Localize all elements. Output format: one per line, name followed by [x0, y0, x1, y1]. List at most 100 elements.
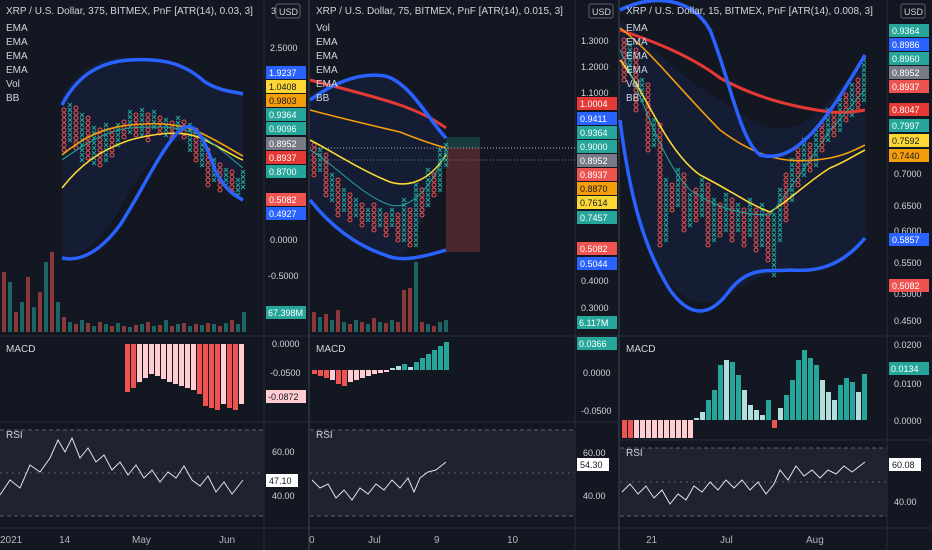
long-position-stop-zone[interactable]: [446, 148, 480, 252]
rsi-label[interactable]: RSI: [316, 430, 333, 441]
macd-bar: [197, 344, 202, 394]
pnf-x-mark: [79, 152, 85, 158]
pnf-x-mark: [813, 142, 819, 148]
pnf-x-mark: [377, 222, 383, 228]
chart-panel-3[interactable]: XRP / U.S. Dollar, 15, BITMEX, PnF [ATR(…: [618, 0, 932, 550]
legend-item-ema[interactable]: EMA: [6, 51, 28, 62]
pnf-x-mark: [341, 187, 347, 193]
macd-label[interactable]: MACD: [316, 344, 345, 355]
currency-button[interactable]: [588, 3, 614, 19]
macd-tag: [889, 362, 929, 375]
pnf-x-mark: [663, 192, 669, 198]
pnf-o-mark: [61, 132, 67, 138]
macd-bar: [372, 370, 377, 374]
pnf-o-mark: [359, 217, 365, 223]
pnf-x-mark: [627, 42, 633, 48]
pnf-o-mark: [729, 217, 735, 223]
macd-tag: [266, 390, 306, 403]
volume-bar: [348, 324, 352, 332]
legend-item-bb[interactable]: BB: [316, 93, 330, 104]
long-position-profit-zone[interactable]: [446, 137, 480, 148]
pnf-o-mark: [783, 182, 789, 188]
pnf-o-mark: [717, 222, 723, 228]
pnf-x-mark: [789, 167, 795, 173]
bollinger-lower-line: [308, 198, 447, 261]
volume-bar: [390, 320, 394, 332]
pnf-o-mark: [395, 212, 401, 218]
chart-panel-1[interactable]: XRP / U.S. Dollar, 375, BITMEX, PnF [ATR…: [0, 0, 309, 550]
pnf-x-mark: [79, 117, 85, 123]
pnf-x-mark: [103, 157, 109, 163]
pnf-x-mark: [443, 162, 449, 168]
price-tag: [889, 66, 929, 79]
legend-item-ema[interactable]: EMA: [626, 37, 648, 48]
volume-bar: [354, 320, 358, 332]
currency-button[interactable]: [275, 3, 301, 19]
pnf-x-mark: [813, 137, 819, 143]
price-tag-text: 0.8700: [269, 167, 297, 177]
pnf-x-mark: [825, 132, 831, 138]
volume-bar: [146, 322, 150, 332]
legend-item-ema[interactable]: EMA: [316, 37, 338, 48]
legend-item-bb[interactable]: BB: [626, 93, 640, 104]
legend-item-ema[interactable]: EMA: [6, 23, 28, 34]
pnf-x-mark: [801, 167, 807, 173]
pnf-x-mark: [67, 137, 73, 143]
legend-item-ema[interactable]: EMA: [626, 23, 648, 34]
pnf-o-mark: [371, 212, 377, 218]
pnf-o-mark: [831, 132, 837, 138]
bollinger-band-fill: [620, 20, 865, 303]
rsi-tag-text: 60.08: [892, 460, 915, 470]
volume-bar: [432, 326, 436, 332]
rsi-label[interactable]: RSI: [6, 430, 23, 441]
pnf-x-mark: [67, 107, 73, 113]
pnf-o-mark: [323, 192, 329, 198]
pnf-o-mark: [669, 197, 675, 203]
pnf-x-mark: [711, 237, 717, 243]
time-label: 14: [59, 535, 71, 546]
pnf-x-mark: [425, 202, 431, 208]
price-tag: [577, 211, 617, 224]
macd-bar: [336, 370, 341, 384]
rsi-label[interactable]: RSI: [626, 448, 643, 459]
legend-item-ema[interactable]: EMA: [6, 65, 28, 76]
legend-item-ema[interactable]: EMA: [316, 79, 338, 90]
chart-panel-2[interactable]: XRP / U.S. Dollar, 75, BITMEX, PnF [ATR(…: [308, 0, 619, 550]
pnf-o-mark: [681, 217, 687, 223]
volume-bar: [312, 312, 316, 332]
pnf-o-mark: [753, 232, 759, 238]
pnf-o-mark: [633, 107, 639, 113]
pnf-x-mark: [789, 172, 795, 178]
time-label: Jul: [368, 535, 381, 546]
macd-bar: [173, 344, 178, 384]
legend-item-ema[interactable]: EMA: [6, 37, 28, 48]
ema-line-yellow: [619, 59, 866, 213]
legend-item-vol[interactable]: Vol: [626, 79, 640, 90]
volume-bar: [414, 262, 418, 332]
rsi-tag: [889, 458, 921, 471]
pnf-o-mark: [657, 192, 663, 198]
pnf-o-mark: [657, 172, 663, 178]
macd-bar: [414, 362, 419, 370]
pnf-o-mark: [681, 172, 687, 178]
pnf-x-mark: [163, 117, 169, 123]
legend-item-ema[interactable]: EMA: [316, 51, 338, 62]
price-tag: [266, 122, 306, 135]
legend-item-ema[interactable]: EMA: [626, 65, 648, 76]
macd-label[interactable]: MACD: [626, 344, 655, 355]
pnf-o-mark: [669, 202, 675, 208]
pnf-x-mark: [711, 217, 717, 223]
macd-bar: [766, 400, 771, 420]
ema-line-yellow: [61, 132, 244, 189]
macd-label[interactable]: MACD: [6, 344, 35, 355]
legend-item-vol[interactable]: Vol: [6, 79, 20, 90]
legend-item-ema[interactable]: EMA: [626, 51, 648, 62]
legend-item-ema[interactable]: EMA: [316, 65, 338, 76]
currency-button[interactable]: [900, 3, 926, 19]
pnf-o-mark: [831, 127, 837, 133]
pnf-o-mark: [783, 217, 789, 223]
legend-item-vol[interactable]: Vol: [316, 23, 330, 34]
pnf-x-mark: [771, 217, 777, 223]
legend-item-bb[interactable]: BB: [6, 93, 20, 104]
pnf-x-mark: [103, 122, 109, 128]
